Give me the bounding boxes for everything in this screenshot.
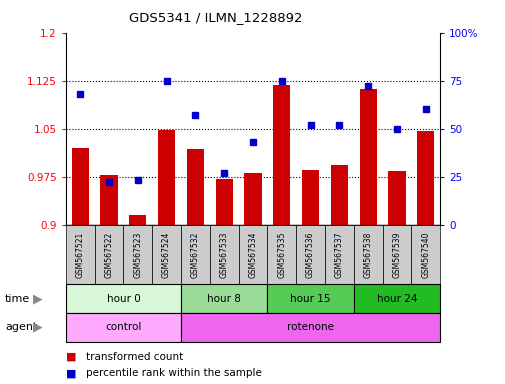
Bar	[388, 171, 405, 225]
Text: ■: ■	[66, 368, 76, 379]
Text: control: control	[105, 322, 141, 333]
Bar	[267, 225, 295, 284]
Text: GSM567538: GSM567538	[363, 231, 372, 278]
Text: hour 15: hour 15	[290, 293, 330, 304]
Bar	[66, 225, 94, 284]
Bar	[210, 225, 238, 284]
Text: ▶: ▶	[33, 321, 43, 334]
Text: agent: agent	[5, 322, 37, 333]
Bar	[129, 215, 146, 225]
Bar	[324, 225, 353, 284]
Bar	[66, 284, 181, 313]
Text: GSM567535: GSM567535	[277, 231, 286, 278]
Bar	[416, 131, 434, 225]
Bar	[267, 284, 353, 313]
Text: rotenone: rotenone	[286, 322, 333, 333]
Bar	[66, 313, 181, 342]
Text: time: time	[5, 293, 30, 304]
Bar	[353, 225, 382, 284]
Bar	[295, 225, 324, 284]
Text: ▶: ▶	[33, 292, 43, 305]
Bar	[359, 89, 376, 225]
Bar	[215, 179, 232, 225]
Bar	[301, 170, 319, 225]
Bar	[238, 225, 267, 284]
Bar	[186, 149, 204, 225]
Bar	[100, 175, 117, 225]
Text: GSM567536: GSM567536	[306, 231, 315, 278]
Text: GSM567521: GSM567521	[76, 231, 84, 278]
Text: GSM567524: GSM567524	[162, 231, 171, 278]
Bar	[244, 174, 261, 225]
Text: hour 8: hour 8	[207, 293, 241, 304]
Bar	[152, 225, 181, 284]
Text: GSM567522: GSM567522	[104, 231, 113, 278]
Bar	[181, 225, 210, 284]
Bar	[353, 284, 439, 313]
Bar	[71, 148, 89, 225]
Text: GSM567539: GSM567539	[392, 231, 401, 278]
Text: GSM567537: GSM567537	[334, 231, 343, 278]
Text: GSM567534: GSM567534	[248, 231, 257, 278]
Text: hour 24: hour 24	[376, 293, 417, 304]
Bar	[330, 165, 347, 225]
Text: ■: ■	[66, 351, 76, 362]
Bar	[123, 225, 152, 284]
Bar	[382, 225, 411, 284]
Text: GSM567532: GSM567532	[190, 231, 199, 278]
Text: GSM567523: GSM567523	[133, 231, 142, 278]
Bar	[181, 313, 439, 342]
Bar	[181, 284, 267, 313]
Text: percentile rank within the sample: percentile rank within the sample	[86, 368, 262, 379]
Bar	[158, 130, 175, 225]
Bar	[273, 85, 290, 225]
Text: transformed count: transformed count	[86, 351, 183, 362]
Bar	[411, 225, 439, 284]
Text: GSM567540: GSM567540	[421, 231, 429, 278]
Text: GSM567533: GSM567533	[219, 231, 228, 278]
Text: GDS5341 / ILMN_1228892: GDS5341 / ILMN_1228892	[129, 12, 301, 25]
Text: hour 0: hour 0	[106, 293, 140, 304]
Bar	[94, 225, 123, 284]
